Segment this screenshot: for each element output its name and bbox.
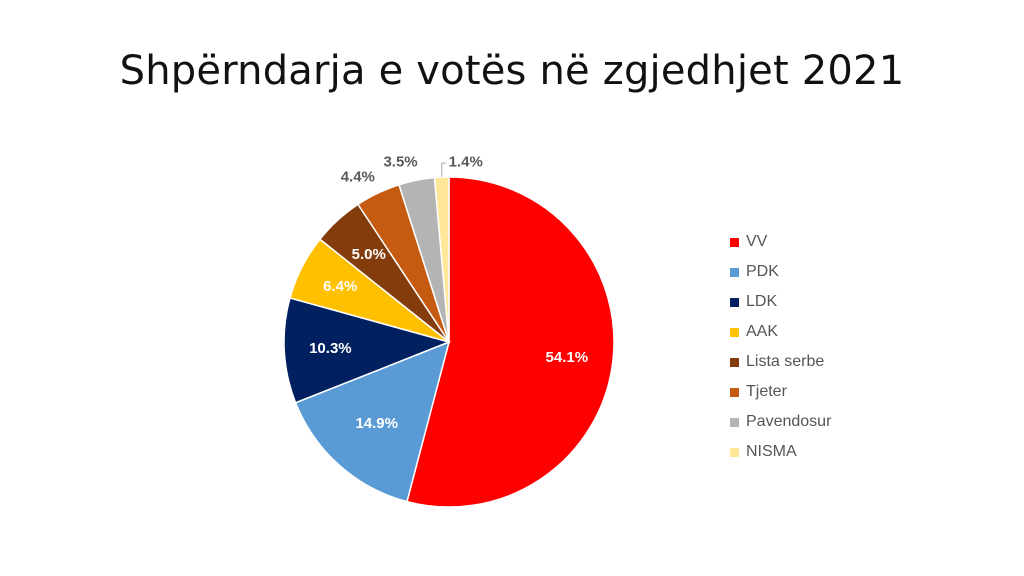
legend-item-ldk: LDK bbox=[730, 287, 831, 317]
legend-swatch bbox=[730, 327, 739, 337]
legend-swatch bbox=[730, 267, 739, 277]
legend-item-pdk: PDK bbox=[730, 257, 831, 287]
legend-item-tjeter: Tjeter bbox=[730, 377, 831, 407]
data-label-aak: 6.4% bbox=[323, 278, 357, 295]
legend-item-nisma: NISMA bbox=[730, 437, 831, 467]
data-label-lista-serbe: 5.0% bbox=[352, 246, 386, 263]
data-label-pavendosur: 3.5% bbox=[383, 154, 417, 171]
legend-label: Pavendosur bbox=[746, 413, 832, 430]
legend-item-vv: VV bbox=[730, 227, 831, 257]
legend-swatch bbox=[730, 417, 739, 427]
legend-label: VV bbox=[746, 233, 768, 250]
legend-label: NISMA bbox=[746, 443, 797, 460]
legend-swatch bbox=[730, 297, 739, 307]
legend-swatch bbox=[730, 237, 739, 247]
legend-swatch bbox=[730, 387, 739, 397]
legend-swatch bbox=[730, 357, 739, 367]
pie-slice-vv bbox=[406, 176, 615, 508]
legend-swatch bbox=[730, 447, 739, 457]
chart-title: Shpërndarja e votës në zgjedhjet 2021 bbox=[119, 48, 905, 94]
data-label-nisma: 1.4% bbox=[449, 154, 483, 171]
legend-item-aak: AAK bbox=[730, 317, 831, 347]
leader-line-nisma bbox=[441, 162, 446, 178]
data-label-vv: 54.1% bbox=[546, 349, 589, 366]
pie-slice-pdk bbox=[294, 340, 451, 503]
legend-label: LDK bbox=[746, 293, 778, 310]
legend: VV PDK LDK AAK Lista serbe Tjeter Pavendosur NI… bbox=[730, 227, 831, 467]
pie-slice-nisma bbox=[433, 176, 450, 343]
legend-label: AAK bbox=[746, 323, 779, 340]
legend-label: Tjeter bbox=[746, 383, 787, 400]
legend-item-pavendosur: Pavendosur bbox=[730, 407, 831, 437]
legend-item-lista-serbe: Lista serbe bbox=[730, 347, 831, 377]
legend-label: PDK bbox=[746, 263, 779, 280]
data-label-pdk: 14.9% bbox=[355, 415, 398, 432]
pie-slice-ldk bbox=[283, 297, 452, 404]
data-label-tjeter: 4.4% bbox=[341, 169, 375, 186]
legend-label: Lista serbe bbox=[746, 353, 825, 370]
data-label-ldk: 10.3% bbox=[309, 340, 352, 357]
